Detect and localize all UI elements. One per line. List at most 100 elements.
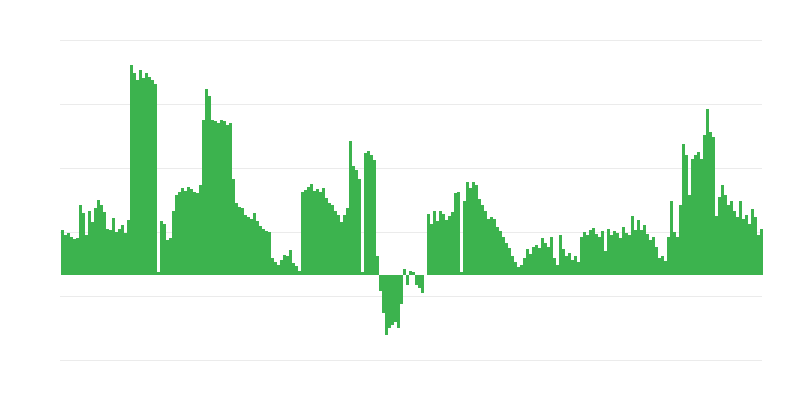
chart-bar <box>187 187 190 275</box>
chart-bar <box>247 217 250 275</box>
chart-bar <box>403 269 406 275</box>
chart-bar <box>592 228 595 275</box>
chart-bar <box>394 275 397 322</box>
chart-bar <box>430 224 433 275</box>
chart-bar <box>478 199 481 275</box>
chart-bar <box>439 211 442 275</box>
chart-bar <box>556 265 559 275</box>
chart-bar <box>418 275 421 288</box>
chart-bar <box>313 191 316 275</box>
chart-bar <box>685 155 688 275</box>
chart-bar <box>517 267 520 275</box>
gridline <box>60 360 762 361</box>
chart-bar <box>106 229 109 275</box>
chart-bar <box>388 275 391 328</box>
chart-bar <box>268 232 271 275</box>
chart-bar <box>496 227 499 275</box>
chart-bar <box>451 212 454 275</box>
chart-bar <box>442 214 445 275</box>
chart-bar <box>643 225 646 275</box>
chart-bar <box>562 249 565 275</box>
chart-bar <box>127 220 130 275</box>
chart-bar <box>745 215 748 275</box>
chart-bar <box>199 185 202 275</box>
chart-bar <box>661 256 664 275</box>
chart-bar <box>292 263 295 275</box>
chart-bar <box>427 214 430 275</box>
chart-bar <box>232 179 235 275</box>
chart-bar <box>145 73 148 275</box>
chart-bar <box>316 189 319 275</box>
chart-bar <box>619 238 622 275</box>
gridline <box>60 104 762 105</box>
chart-bar <box>583 232 586 275</box>
chart-bar <box>682 144 685 275</box>
chart-bar <box>559 235 562 275</box>
chart-bar <box>169 238 172 275</box>
chart-bar <box>202 120 205 275</box>
chart-bar <box>334 211 337 275</box>
chart-bar <box>109 230 112 275</box>
chart-bar <box>499 231 502 275</box>
chart-bar <box>256 221 259 275</box>
chart-bar <box>355 170 358 275</box>
chart-bar <box>139 70 142 275</box>
chart-bar <box>580 237 583 275</box>
chart-bar <box>352 166 355 275</box>
chart-bar <box>205 89 208 275</box>
chart-bar <box>217 123 220 275</box>
chart-bar <box>328 203 331 275</box>
chart-bar <box>631 216 634 275</box>
chart-bar <box>397 275 400 328</box>
chart-bar <box>457 192 460 275</box>
chart-bar <box>514 262 517 275</box>
chart-bar <box>613 231 616 275</box>
chart-bar <box>61 230 64 275</box>
chart-bar <box>295 266 298 275</box>
chart-bar <box>154 84 157 275</box>
chart-bar <box>322 188 325 275</box>
chart-bar <box>97 200 100 275</box>
gridline <box>60 168 762 169</box>
chart-bar <box>664 261 667 275</box>
chart-bar <box>64 235 67 275</box>
chart-bar <box>376 256 379 275</box>
chart-bar <box>502 237 505 275</box>
chart-bar <box>700 159 703 275</box>
chart-bar <box>220 120 223 275</box>
chart-bar <box>241 208 244 275</box>
chart-bar <box>532 247 535 275</box>
chart-bar <box>112 218 115 275</box>
chart-bar <box>667 237 670 275</box>
chart-bar <box>526 249 529 275</box>
chart-bar <box>616 233 619 275</box>
chart-bar <box>274 262 277 275</box>
chart-bar <box>196 193 199 275</box>
chart-bar <box>172 211 175 275</box>
chart-bar <box>85 235 88 275</box>
chart-bar <box>373 160 376 275</box>
chart-bar <box>100 205 103 275</box>
chart-bar <box>610 235 613 275</box>
chart-bar <box>181 188 184 275</box>
chart-bar <box>436 221 439 275</box>
chart-bar <box>454 193 457 275</box>
chart-bar <box>301 192 304 275</box>
chart-bar <box>538 248 541 275</box>
chart-bar <box>586 235 589 275</box>
gridline <box>60 40 762 41</box>
chart-bar <box>82 213 85 275</box>
chart-bar <box>94 208 97 275</box>
chart-bar <box>751 209 754 275</box>
chart-bar <box>520 265 523 275</box>
chart-bar <box>379 275 382 291</box>
chart-bar <box>400 275 403 304</box>
chart-bar <box>76 238 79 275</box>
chart-bar <box>412 272 415 275</box>
chart-bar <box>598 237 601 275</box>
chart-bar <box>571 260 574 275</box>
chart-bar <box>151 80 154 275</box>
chart-bar <box>742 219 745 275</box>
chart-bar <box>88 211 91 275</box>
chart-bar <box>223 121 226 275</box>
